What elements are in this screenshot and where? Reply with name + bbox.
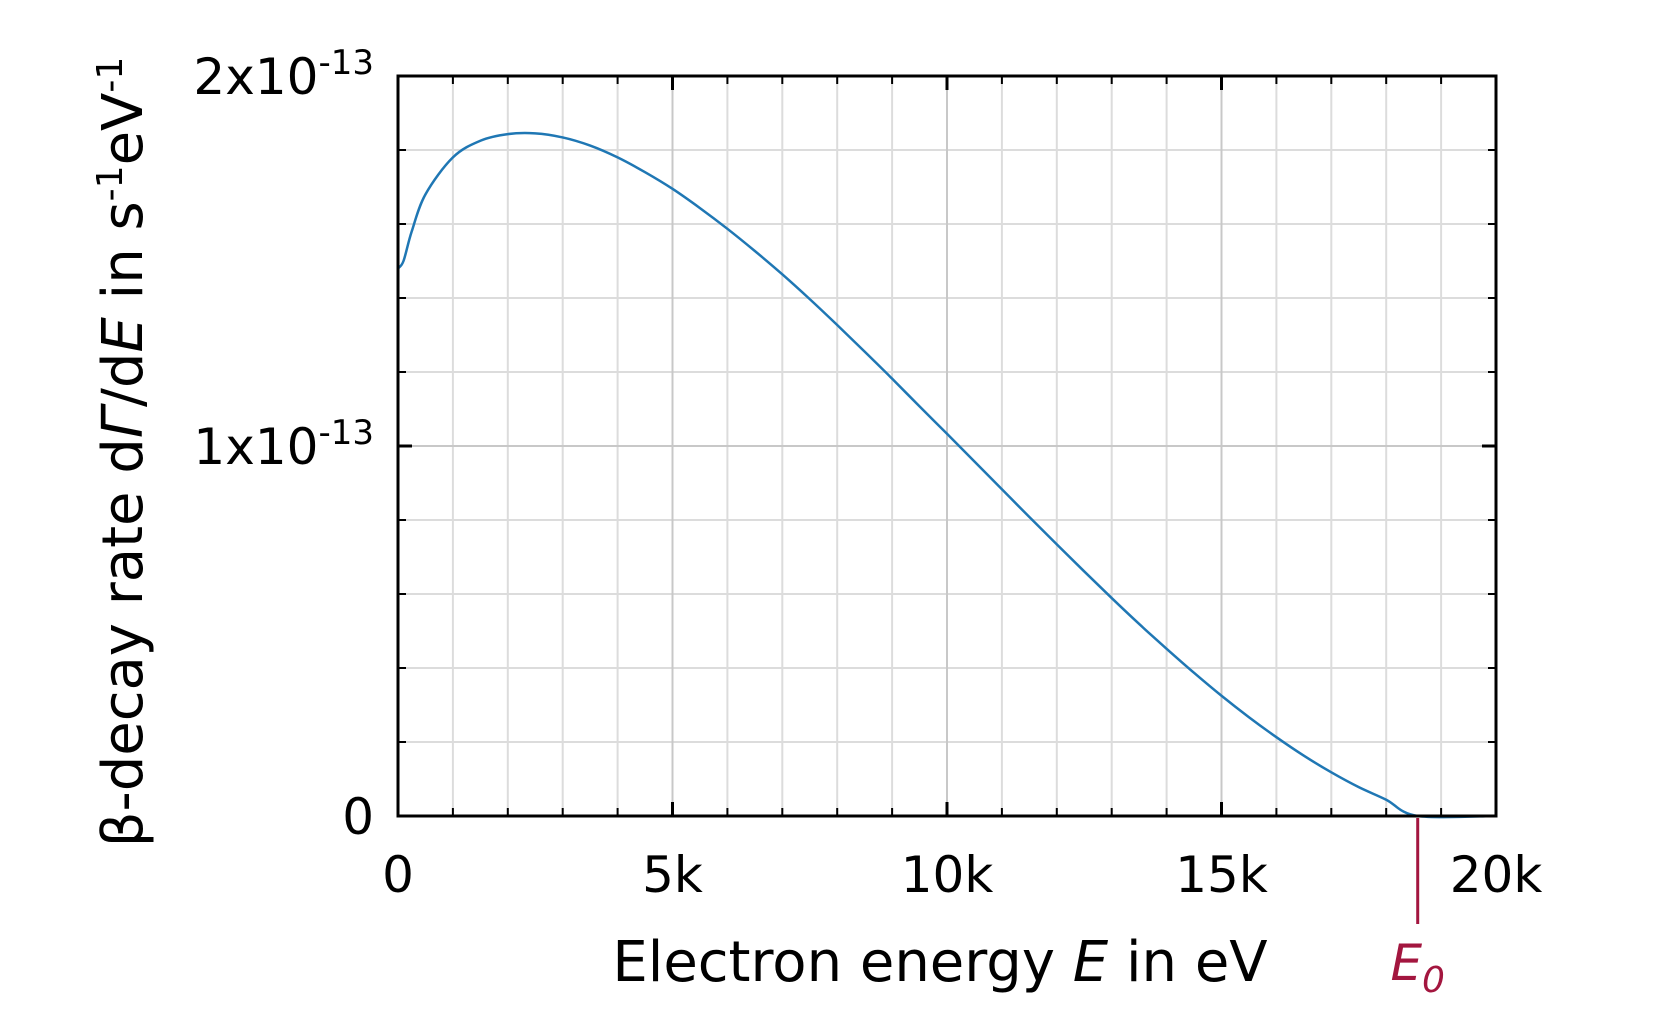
spectrum-line xyxy=(396,131,1497,819)
axis-ticks xyxy=(396,74,1498,818)
x-tick-label: 20k xyxy=(1450,846,1543,904)
y-tick-label: 2x10-13 xyxy=(193,43,374,106)
annotations: E0 xyxy=(1390,818,1445,1001)
y-tick-label: 1x10-13 xyxy=(193,413,374,476)
y-tick-labels: 0 1x10-13 2x10-13 xyxy=(193,43,374,846)
x-tick-label: 5k xyxy=(642,846,703,904)
x-tick-label: 0 xyxy=(382,846,414,904)
endpoint-label: E0 xyxy=(1390,934,1445,1001)
y-axis-title: β-decay rate dΓ/dE in s-1eV-1 xyxy=(90,57,157,848)
series-layer xyxy=(396,131,1497,819)
x-tick-labels: 0 5k 10k 15k 20k xyxy=(382,846,1542,904)
x-tick-label: 10k xyxy=(901,846,994,904)
y-tick-label: 0 xyxy=(342,788,374,846)
x-tick-label: 15k xyxy=(1175,846,1268,904)
x-axis-title: Electron energy E in eV xyxy=(612,930,1267,995)
